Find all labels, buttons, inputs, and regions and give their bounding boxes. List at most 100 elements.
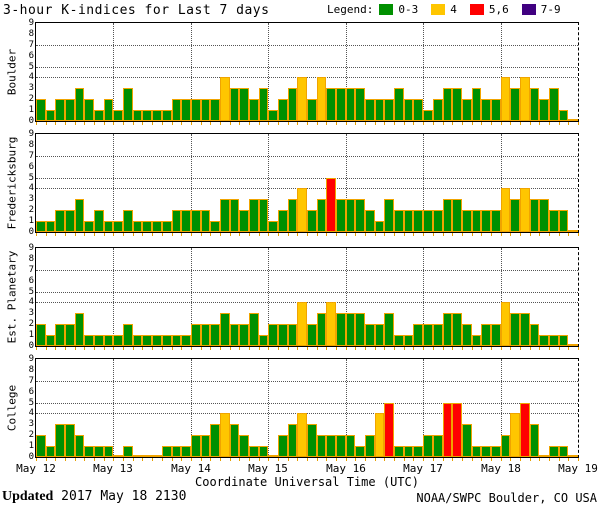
k-index-bar: [259, 335, 268, 346]
k-index-bar: [539, 335, 549, 346]
k-index-bar: [549, 210, 559, 232]
axis-tick: [375, 233, 376, 236]
k-index-bar: [191, 210, 201, 232]
x-tick-label: May 16: [326, 462, 366, 475]
legend: Legend: 0-3 4 5,6 7-9: [327, 3, 561, 16]
axis-tick: [365, 122, 366, 125]
axis-tick: [549, 458, 550, 461]
k-index-bar: [65, 99, 75, 121]
y-tick-label: 5: [28, 398, 34, 408]
k-index-bar: [510, 199, 520, 232]
k-index-bar: [404, 210, 413, 232]
axis-tick: [230, 122, 231, 125]
k-index-bar: [268, 455, 278, 457]
axis-tick: [172, 458, 173, 461]
k-index-bar: [355, 446, 365, 457]
k-index-bar: [55, 99, 65, 121]
k-index-bar: [346, 313, 355, 346]
axis-tick: [452, 458, 453, 461]
y-tick-label: 6: [28, 51, 34, 61]
legend-swatch-purple: [521, 4, 536, 15]
axis-tick: [307, 347, 308, 350]
axis-tick: [297, 458, 298, 461]
axis-tick: [84, 458, 85, 461]
k-index-bar: [413, 210, 423, 232]
k-index-bar: [172, 99, 181, 121]
k-index-bar: [491, 210, 501, 232]
k-index-bar: [568, 230, 578, 232]
k-index-bar: [413, 446, 423, 457]
axis-tick: [172, 233, 173, 236]
axis-tick: [133, 347, 134, 350]
k-index-bar: [259, 199, 268, 232]
panel-est-planetary: [35, 247, 579, 347]
k-index-bar: [94, 210, 104, 232]
k-index-bar: [336, 435, 346, 457]
y-tick-label: 0: [28, 227, 34, 237]
updated-value: 2017 May 18 2130: [53, 489, 187, 504]
axis-tick: [46, 122, 47, 125]
day-gridline: [268, 248, 269, 346]
axis-tick: [133, 233, 134, 236]
axis-tick: [568, 233, 569, 236]
k-index-bar: [278, 99, 288, 121]
k-index-bar: [210, 99, 220, 121]
axis-tick: [578, 122, 579, 125]
y-tick-label: 8: [28, 29, 34, 39]
legend-item-label: 5,6: [488, 3, 509, 16]
axis-tick: [113, 347, 114, 350]
k-index-bar: [230, 88, 239, 121]
k-index-bar: [559, 210, 568, 232]
axis-tick: [346, 122, 347, 125]
k-index-bar: [501, 77, 510, 121]
y-gridline-7: [36, 156, 578, 157]
k-index-bar: [365, 210, 375, 232]
y-gridline-7: [36, 270, 578, 271]
k-index-bar: [94, 110, 104, 121]
k-index-bar: [346, 88, 355, 121]
axis-tick: [36, 347, 37, 350]
y-tick-label: 0: [28, 341, 34, 351]
axis-tick: [423, 122, 424, 125]
axis-tick: [384, 347, 385, 350]
k-index-bar: [443, 88, 452, 121]
x-tick-label: May 18: [481, 462, 521, 475]
axis-tick: [152, 233, 153, 236]
k-index-bar: [336, 88, 346, 121]
k-index-bar: [278, 210, 288, 232]
y-gridline-5: [36, 292, 578, 293]
k-index-bar: [501, 435, 510, 457]
axis-tick: [365, 347, 366, 350]
y-tick-label: 6: [28, 276, 34, 286]
axis-tick: [481, 458, 482, 461]
axis-tick: [75, 122, 76, 125]
panel-boulder: [35, 22, 579, 122]
axis-tick: [230, 347, 231, 350]
axis-tick: [491, 347, 492, 350]
axis-tick: [133, 122, 134, 125]
k-index-bar: [559, 335, 568, 346]
k-index-bar: [404, 335, 413, 346]
axis-tick: [559, 347, 560, 350]
k-index-bar: [481, 324, 491, 346]
x-tick-label: May 17: [403, 462, 443, 475]
k-index-bar: [394, 210, 404, 232]
k-index-bar: [297, 413, 307, 457]
station-label: College: [5, 384, 19, 432]
axis-tick: [394, 122, 395, 125]
axis-tick: [413, 458, 414, 461]
k-index-bar: [462, 210, 472, 232]
k-index-bar: [472, 88, 481, 121]
axis-tick: [317, 458, 318, 461]
axis-tick: [65, 347, 66, 350]
k-index-bar: [501, 188, 510, 232]
k-index-bar: [75, 313, 84, 346]
day-gridline: [346, 359, 347, 457]
axis-tick: [549, 347, 550, 350]
k-index-bar: [423, 110, 433, 121]
axis-tick: [549, 122, 550, 125]
axis-tick: [239, 122, 240, 125]
k-index-bar: [230, 324, 239, 346]
k-index-bar: [55, 424, 65, 457]
k-index-bar: [84, 221, 94, 232]
